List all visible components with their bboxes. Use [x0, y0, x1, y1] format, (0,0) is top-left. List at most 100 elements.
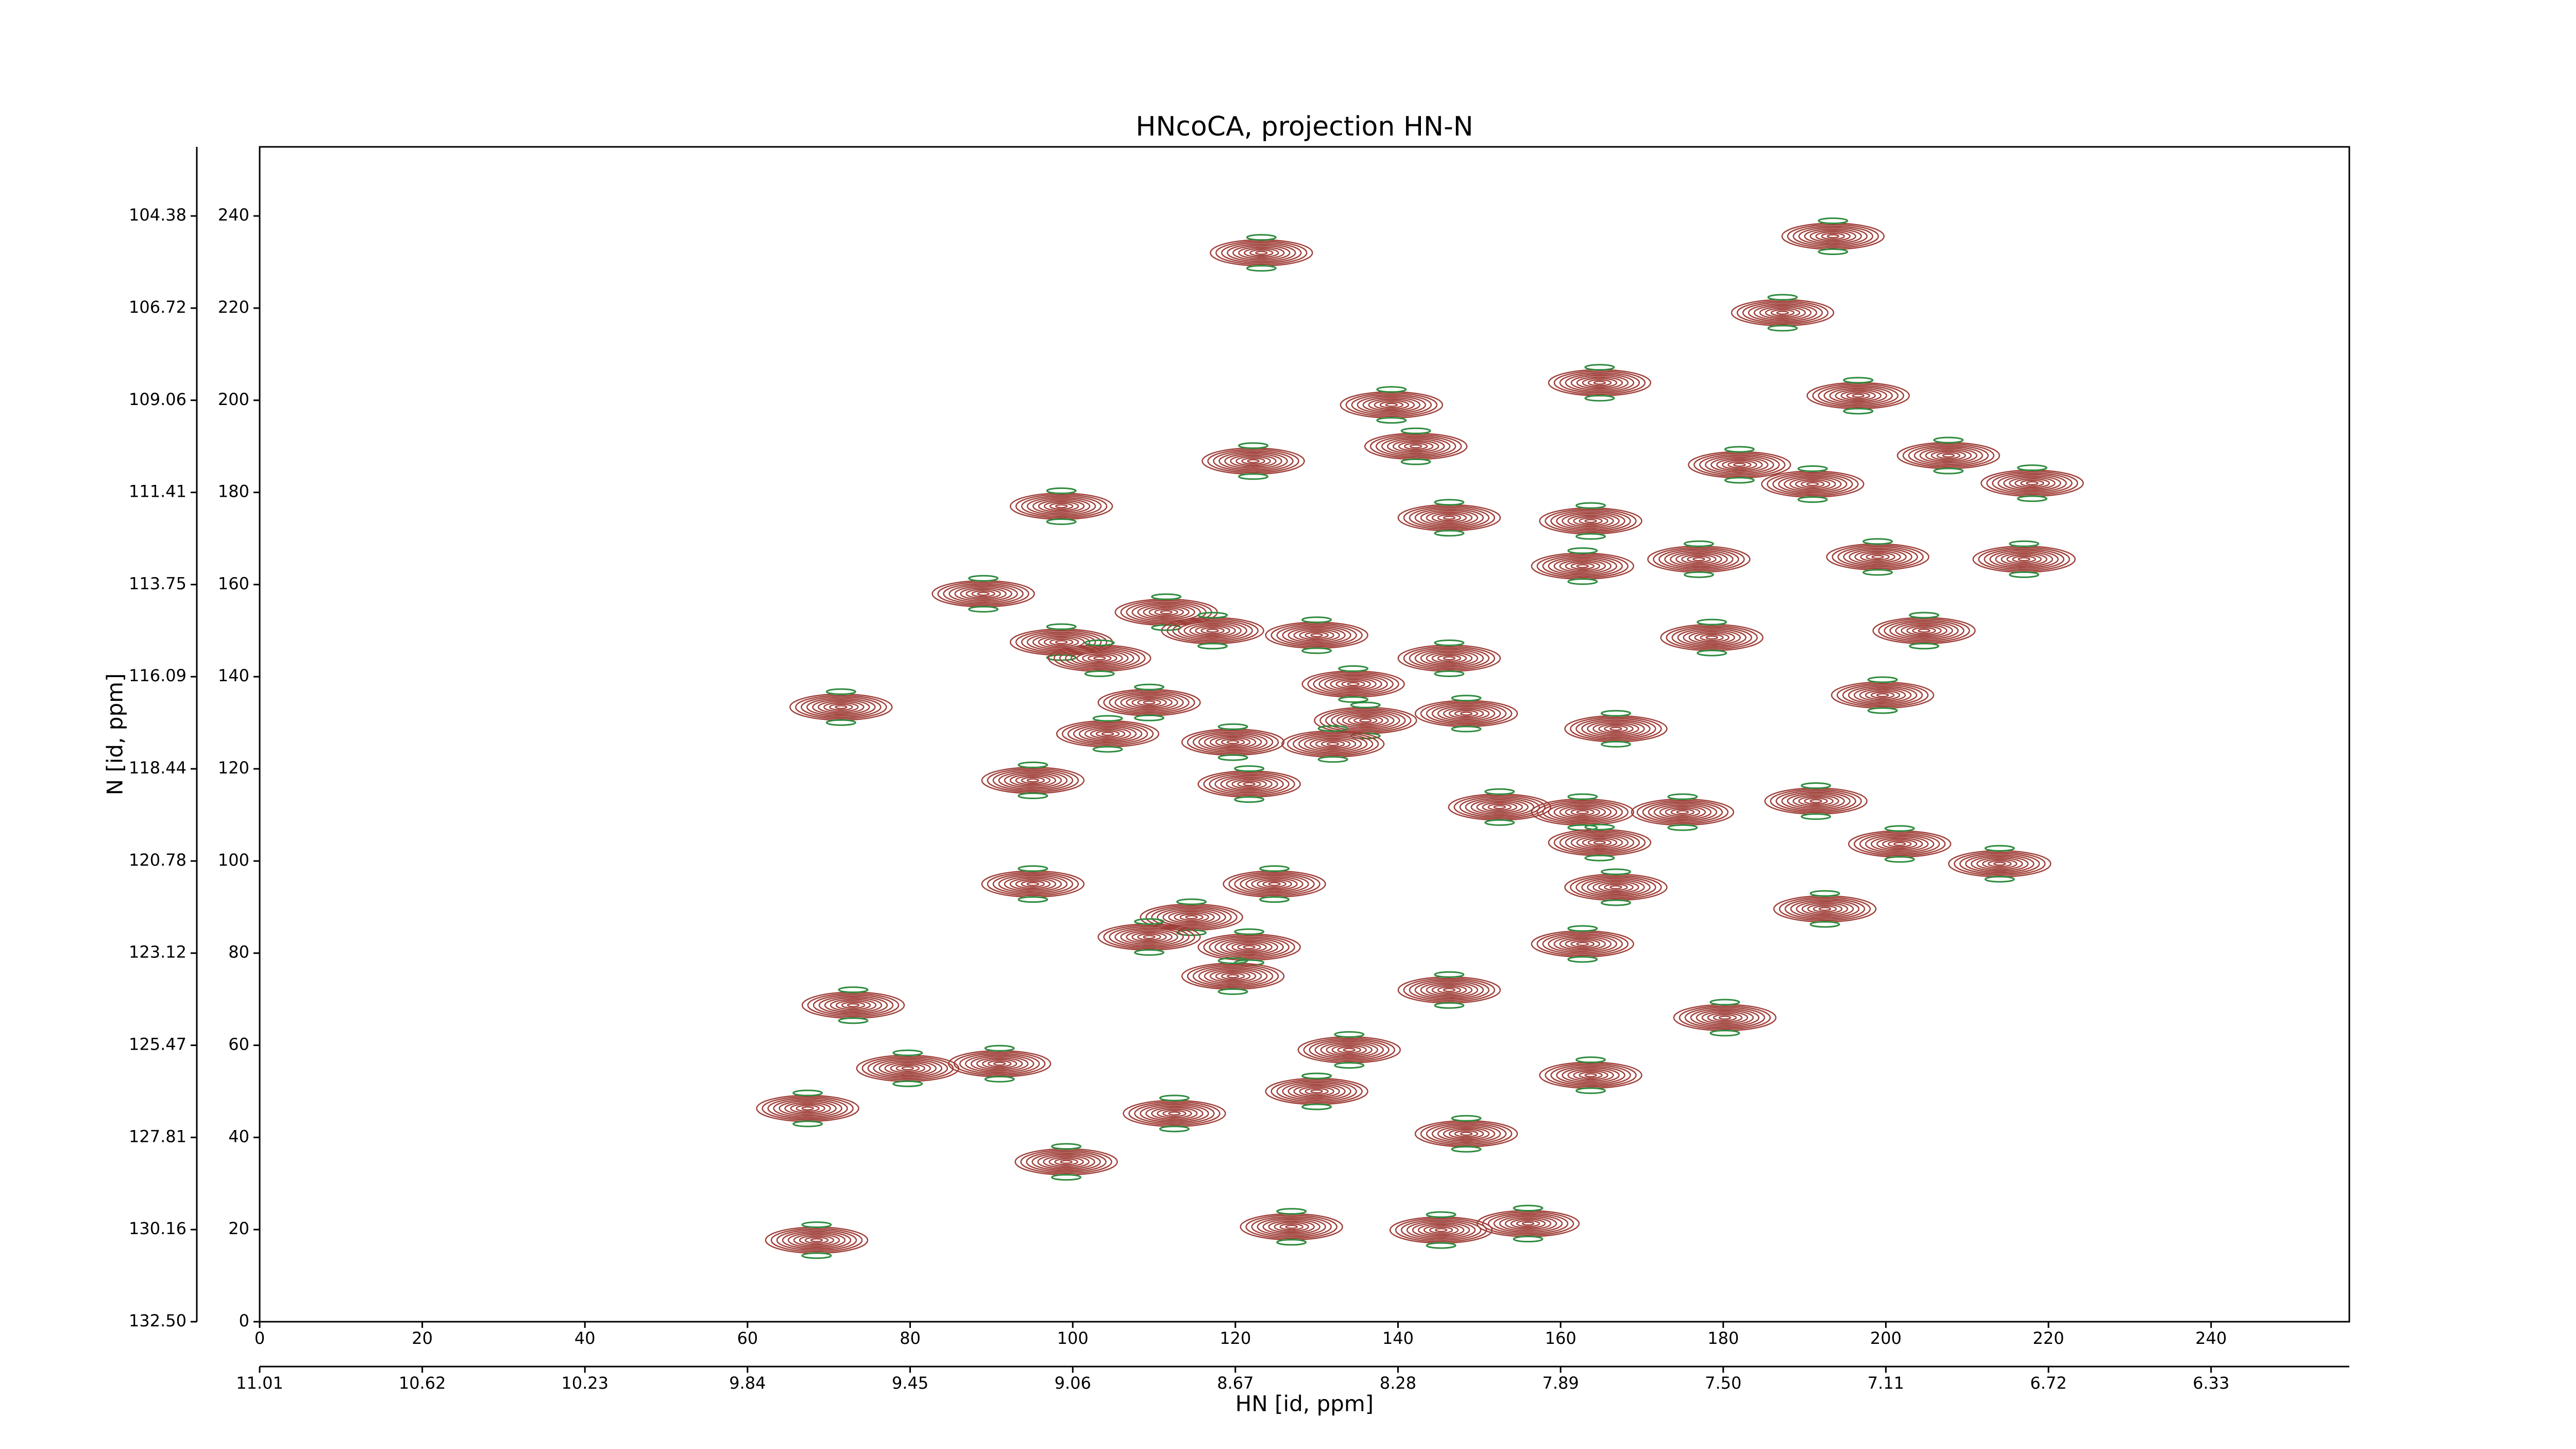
y-tick-label: 80	[228, 942, 249, 962]
contour-level	[1733, 462, 1746, 467]
contour-level	[1587, 879, 1645, 896]
contour-level	[1257, 879, 1292, 889]
contour-level	[1065, 649, 1134, 668]
contour-level	[1573, 1070, 1608, 1081]
y2-tick-label: 109.06	[129, 390, 187, 409]
contour-level	[1843, 547, 1912, 566]
x-tick-label: 60	[737, 1328, 758, 1348]
contour-level	[1336, 712, 1395, 729]
contour-level	[1804, 797, 1828, 805]
contour-level	[1198, 967, 1268, 986]
contour-level	[1536, 932, 1629, 956]
contour-level	[1772, 473, 1853, 495]
contour-level	[1026, 1151, 1107, 1173]
y2-tick-label: 104.38	[129, 205, 187, 225]
negative-contour	[1234, 928, 1265, 935]
contour-level	[1151, 906, 1232, 928]
contour-level	[1174, 912, 1209, 922]
contour-level	[1226, 778, 1273, 791]
contour-level	[1559, 805, 1606, 819]
contour-level	[1055, 640, 1068, 645]
peak	[1197, 765, 1301, 803]
contour-level	[1878, 618, 1970, 643]
contour-level	[1832, 545, 1924, 569]
negative-contour	[1046, 623, 1077, 630]
negative-contour	[1584, 364, 1615, 371]
contour-level	[1992, 472, 2073, 494]
contour-level	[1559, 937, 1606, 951]
negative-contour	[838, 986, 869, 993]
contour-level	[1285, 1224, 1298, 1229]
contour-level	[1262, 1219, 1320, 1235]
contour-level	[1303, 1037, 1396, 1063]
contour-level	[1443, 988, 1456, 992]
contour-level	[1426, 983, 1473, 997]
contour-level	[1243, 782, 1256, 786]
contour-level	[1871, 554, 1884, 559]
contour-level	[1784, 476, 1842, 492]
contour-level	[976, 1057, 1023, 1070]
y2-tick-label: 111.41	[129, 482, 187, 501]
negative-contour	[2009, 540, 2040, 547]
contour-level	[873, 1059, 943, 1078]
peak	[1731, 294, 1835, 332]
contour-level	[1865, 690, 1901, 700]
contour-level	[1919, 447, 1978, 464]
contour-level	[1565, 939, 1600, 949]
contour-level	[1548, 557, 1617, 576]
negative-contour	[1451, 726, 1482, 733]
contour-level	[943, 583, 1024, 605]
peak	[1414, 695, 1518, 733]
contour-level	[1226, 740, 1240, 745]
x2-tick-label: 9.84	[729, 1373, 766, 1393]
negative-contour	[892, 1049, 923, 1056]
negative-contour	[1159, 1094, 1190, 1102]
contour-level	[1320, 1042, 1379, 1058]
contour-level	[1060, 1159, 1073, 1164]
x2-tick-label: 6.33	[2193, 1373, 2229, 1393]
contour-level	[1801, 480, 1825, 488]
contour-level	[1965, 854, 2035, 873]
contour-level	[1587, 839, 1612, 846]
contour-level	[1423, 1225, 1459, 1235]
contour-level	[992, 873, 1074, 895]
contour-level	[1570, 716, 1662, 741]
contour-level	[1343, 1048, 1356, 1052]
contour-level	[1292, 733, 1374, 755]
contour-level	[1055, 504, 1068, 509]
peak	[765, 1221, 869, 1259]
contour-level	[1687, 555, 1711, 563]
contour-level	[799, 1235, 835, 1245]
negative-contour	[1867, 676, 1898, 683]
x2-tick-label: 9.45	[892, 1373, 928, 1393]
contour-level	[1257, 1217, 1326, 1236]
x-tick-label: 0	[255, 1328, 265, 1348]
contour-level	[1882, 839, 1918, 849]
contour-level	[846, 1003, 860, 1007]
contour-level	[1114, 693, 1184, 712]
peak	[1048, 639, 1151, 677]
peak	[1531, 793, 1634, 831]
contour-level	[1226, 940, 1273, 954]
peak	[1548, 823, 1652, 862]
contour-level	[1592, 881, 1639, 894]
contour-level	[784, 1102, 831, 1115]
negative-contour	[1697, 649, 1727, 656]
negative-contour	[1809, 921, 1840, 928]
y-axis-label: N [id, ppm]	[103, 673, 128, 796]
x2-tick-label: 11.01	[236, 1373, 283, 1393]
y-tick-label: 60	[228, 1035, 249, 1054]
negative-contour	[1134, 918, 1165, 925]
peak	[1161, 612, 1264, 650]
contour-level	[1287, 627, 1346, 644]
contour-level	[2006, 554, 2042, 564]
contour-level	[971, 590, 995, 598]
contour-level	[1553, 558, 1612, 574]
contour-level	[1598, 882, 1634, 892]
peak	[1364, 427, 1468, 465]
contour-level	[1187, 730, 1279, 754]
negative-contour	[1238, 442, 1269, 449]
negative-contour	[1513, 1236, 1544, 1243]
contour-level	[1262, 880, 1286, 888]
contour-level	[1429, 1226, 1453, 1234]
